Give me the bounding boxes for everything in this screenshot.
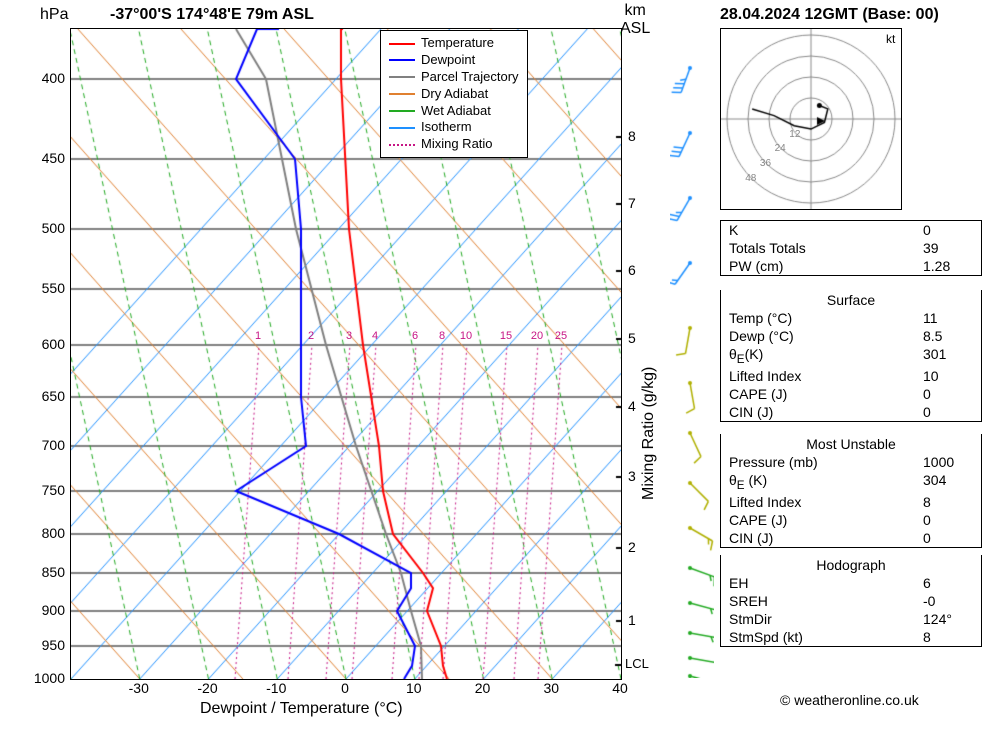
- hodograph-ring-label: 36: [760, 158, 771, 169]
- pressure-tick: 450: [42, 150, 65, 166]
- copyright-text: © weatheronline.co.uk: [780, 692, 919, 708]
- pressure-tick: 800: [42, 525, 65, 541]
- skewt-chart: [70, 28, 622, 680]
- pressure-tick: 750: [42, 482, 65, 498]
- data-row: CIN (J)0: [721, 403, 981, 421]
- pressure-tick: 950: [42, 637, 65, 653]
- altitude-tick: 6: [628, 262, 636, 278]
- chart-legend: TemperatureDewpointParcel TrajectoryDry …: [380, 30, 528, 158]
- legend-item: Temperature: [389, 35, 519, 52]
- altitude-tick: 7: [628, 195, 636, 211]
- mixing-ratio-value: 20: [531, 330, 543, 342]
- hodograph-ring-label: 12: [789, 129, 800, 140]
- temp-tick: 10: [406, 680, 422, 696]
- legend-item: Dewpoint: [389, 52, 519, 69]
- hodograph-ring-label: 24: [775, 143, 786, 154]
- temp-tick: -30: [129, 680, 149, 696]
- mixing-ratio-value: 6: [412, 330, 418, 342]
- temp-tick: 40: [612, 680, 628, 696]
- mixing-ratio-value: 25: [555, 330, 567, 342]
- surface-panel: SurfaceTemp (°C)11Dewp (°C)8.5θE(K)301Li…: [720, 290, 982, 422]
- data-row: Dewp (°C)8.5: [721, 327, 981, 345]
- pressure-tick: 550: [42, 280, 65, 296]
- data-row: StmDir124°: [721, 610, 981, 628]
- pressure-tick: 650: [42, 388, 65, 404]
- panel-section-title: Surface: [721, 290, 981, 309]
- data-row: EH6: [721, 574, 981, 592]
- y-axis-right-label: kmASL: [620, 2, 650, 37]
- pressure-tick: 700: [42, 437, 65, 453]
- y-axis-left-label: hPa: [40, 6, 68, 24]
- data-row: CAPE (J)0: [721, 511, 981, 529]
- temp-tick: -20: [197, 680, 217, 696]
- hodograph-data-panel: HodographEH6SREH-0StmDir124°StmSpd (kt)8: [720, 555, 982, 647]
- data-row: K0: [721, 221, 981, 239]
- mixing-ratio-value: 3: [346, 330, 352, 342]
- mixing-ratio-axis-label: Mixing Ratio (g/kg): [640, 367, 658, 500]
- indices-panel: K0Totals Totals39PW (cm)1.28: [720, 220, 982, 276]
- data-row: Pressure (mb)1000: [721, 453, 981, 471]
- x-axis-label: Dewpoint / Temperature (°C): [200, 700, 403, 718]
- wind-barb-column: [670, 28, 714, 678]
- data-row: PW (cm)1.28: [721, 257, 981, 275]
- data-row: SREH-0: [721, 592, 981, 610]
- pressure-tick: 850: [42, 564, 65, 580]
- altitude-tick: 4: [628, 398, 636, 414]
- hodograph-kt-label: kt: [886, 32, 895, 46]
- pressure-tick: 400: [42, 70, 65, 86]
- data-row: CIN (J)0: [721, 529, 981, 547]
- panel-section-title: Hodograph: [721, 555, 981, 574]
- data-row: Totals Totals39: [721, 239, 981, 257]
- altitude-tick: 8: [628, 128, 636, 144]
- temp-tick: 30: [543, 680, 559, 696]
- altitude-tick: 5: [628, 330, 636, 346]
- temp-tick: 20: [475, 680, 491, 696]
- legend-item: Wet Adiabat: [389, 103, 519, 120]
- pressure-tick: 900: [42, 602, 65, 618]
- mixing-ratio-value: 15: [500, 330, 512, 342]
- pressure-tick: 500: [42, 220, 65, 236]
- chart-datetime-title: 28.04.2024 12GMT (Base: 00): [720, 6, 939, 24]
- data-row: Lifted Index8: [721, 493, 981, 511]
- legend-item: Dry Adiabat: [389, 86, 519, 103]
- data-row: θE(K)301: [721, 345, 981, 367]
- altitude-tick: 1: [628, 612, 636, 628]
- altitude-tick: 3: [628, 468, 636, 484]
- chart-location-title: -37°00'S 174°48'E 79m ASL: [110, 6, 314, 24]
- legend-item: Mixing Ratio: [389, 136, 519, 153]
- hodograph-ring-label: 48: [745, 173, 756, 184]
- mixing-ratio-value: 4: [372, 330, 378, 342]
- lcl-label: LCL: [625, 656, 649, 671]
- data-row: θE (K)304: [721, 471, 981, 493]
- temp-tick: -10: [266, 680, 286, 696]
- legend-item: Isotherm: [389, 119, 519, 136]
- panel-section-title: Most Unstable: [721, 434, 981, 453]
- legend-item: Parcel Trajectory: [389, 69, 519, 86]
- data-row: CAPE (J)0: [721, 385, 981, 403]
- data-row: StmSpd (kt)8: [721, 628, 981, 646]
- data-row: Temp (°C)11: [721, 309, 981, 327]
- mixing-ratio-value: 8: [439, 330, 445, 342]
- pressure-tick: 600: [42, 336, 65, 352]
- altitude-tick: 2: [628, 539, 636, 555]
- mixing-ratio-value: 10: [460, 330, 472, 342]
- mixing-ratio-value: 1: [255, 330, 261, 342]
- mixing-ratio-value: 2: [308, 330, 314, 342]
- most-unstable-panel: Most UnstablePressure (mb)1000θE (K)304L…: [720, 434, 982, 548]
- pressure-tick: 1000: [34, 670, 65, 686]
- data-row: Lifted Index10: [721, 367, 981, 385]
- temp-tick: 0: [341, 680, 349, 696]
